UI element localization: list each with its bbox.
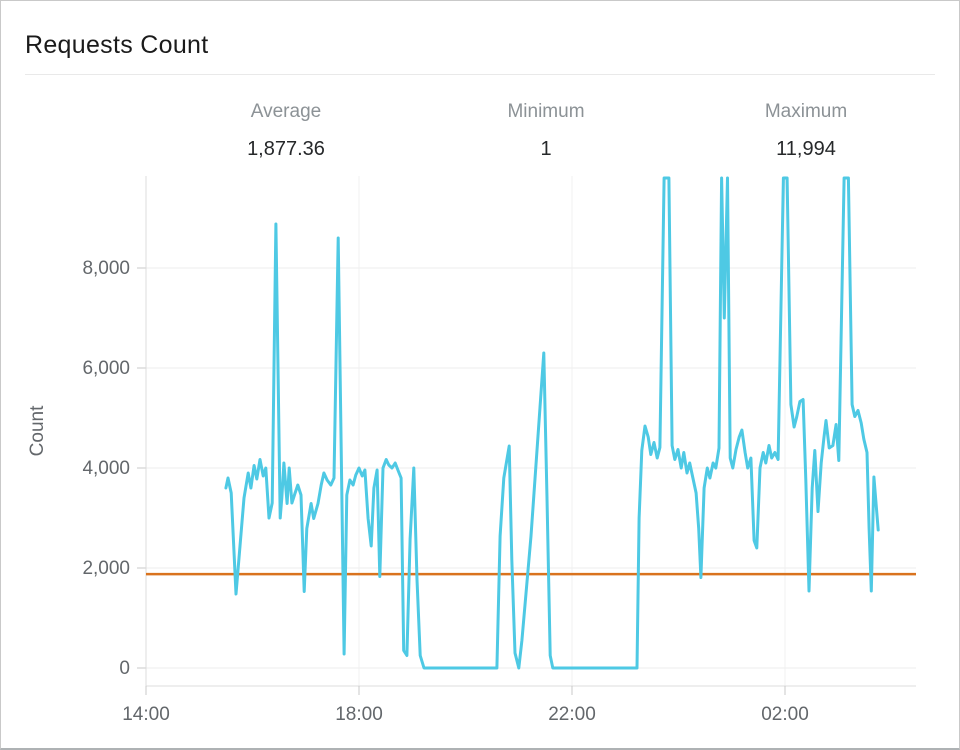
page-title: Requests Count (25, 31, 209, 59)
stat-average-value: 1,877.36 (247, 138, 325, 160)
x-tick-label: 14:00 (122, 704, 170, 725)
series-line[interactable] (224, 176, 880, 670)
stat-maximum: Maximum 11,994 (676, 101, 936, 161)
stat-minimum: Minimum 1 (416, 101, 676, 161)
stat-maximum-label: Maximum (764, 101, 848, 122)
x-tick-label: 02:00 (761, 704, 809, 725)
stat-average: Average 1,877.36 (156, 101, 416, 161)
x-tick-label: 22:00 (548, 704, 596, 725)
stat-minimum-label: Minimum (507, 101, 585, 122)
stat-average-label: Average (250, 101, 322, 122)
stat-maximum-value: 11,994 (776, 138, 836, 160)
y-tick-label: 8,000 (82, 258, 130, 279)
title-divider (25, 74, 935, 75)
y-tick-label: 4,000 (82, 458, 130, 479)
y-tick-label: 6,000 (82, 358, 130, 379)
y-tick-label: 2,000 (82, 558, 130, 579)
y-tick-label: 0 (119, 658, 130, 679)
x-tick-label: 18:00 (335, 704, 383, 725)
y-axis-title: Count (27, 405, 48, 456)
stat-minimum-value: 1 (540, 138, 552, 160)
stats-row: Average 1,877.36 Minimum 1 Maximum 11,99… (156, 101, 936, 161)
